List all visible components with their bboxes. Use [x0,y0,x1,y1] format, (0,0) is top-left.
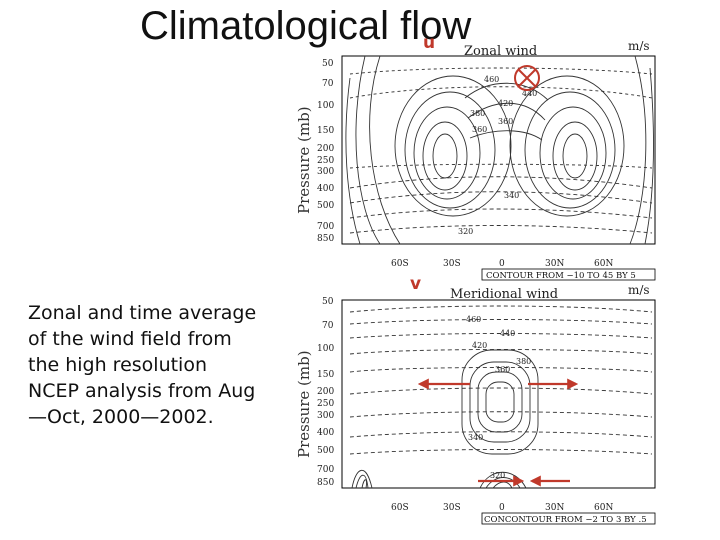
x-tick: 30N [545,503,564,513]
zonal-wind-panel: Zonal wind m/s Pressure (mb) 50 70 100 1… [295,39,656,281]
contour-label: 440 [522,89,537,98]
contour-label: 420 [472,341,487,350]
contour-label: 340 [504,191,519,200]
x-tick: 60S [391,503,409,513]
y-tick: 70 [322,79,334,89]
y-tick: 400 [317,184,334,194]
y-tick: 70 [322,321,334,331]
y-ticks: 50 70 100 150 200 250 300 400 500 700 85… [317,59,334,244]
u-marker: u [423,33,436,53]
x-tick: 30S [443,259,461,269]
footer-box [481,512,656,525]
panel-footer: CONTOUR FROM −10 TO 45 BY 5 [486,271,636,281]
y-tick: 400 [317,428,334,438]
plot-frame [341,299,656,489]
caption-line: of the wind field from [28,328,232,350]
contour-label: 460 [484,75,499,84]
y-tick: 250 [317,399,334,409]
y-tick: 700 [317,222,334,232]
y-tick: 200 [317,387,334,397]
y-tick: 850 [317,478,334,488]
contour-label: 460 [466,315,481,324]
contour-value-labels: 460 420 380 340 320 360 440 360 [458,75,537,236]
x-tick: 0 [499,503,505,513]
contour-label: 380 [470,109,485,118]
caption: Zonal and time average of the wind field… [28,300,278,430]
caption-line: NCEP analysis from Aug [28,380,256,402]
y-tick: 50 [322,297,334,307]
y-tick: 200 [317,144,334,154]
y-tick: 500 [317,201,334,211]
x-tick: 0 [499,259,505,269]
contour-label: 360 [495,365,510,374]
contour-label: 360 [472,125,487,134]
y-tick: 100 [317,101,334,111]
y-axis-label: Pressure (mb) [295,350,313,458]
x-tick: 30N [545,259,564,269]
contour-lines [349,305,653,489]
y-axis-label: Pressure (mb) [295,106,313,214]
panel-heading: Meridional wind [450,287,558,302]
contour-label: 380 [516,357,531,366]
units-label: m/s [628,39,650,53]
meridional-wind-panel: Meridional wind m/s Pressure (mb) 50 70 … [295,283,656,525]
contour-label: 360 [498,117,513,126]
contour-value-labels: 460 440 420 380 360 340 320 [466,315,531,480]
contour-label: 440 [500,329,515,338]
contour-label: 320 [458,227,473,236]
contour-label: 340 [468,433,483,442]
y-tick: 150 [317,126,334,136]
y-tick: 300 [317,167,334,177]
contour-label: 420 [498,99,513,108]
y-tick: 150 [317,370,334,380]
y-tick: 850 [317,234,334,244]
units-label: m/s [628,283,650,297]
slide-title: Climatological flow [140,4,472,48]
caption-line: the high resolution [28,354,208,376]
panel-footer: CONCONTOUR FROM −2 TO 3 BY .5 [484,515,647,525]
y-tick: 300 [317,411,334,421]
y-ticks: 50 70 100 150 200 250 300 400 500 700 85… [317,297,334,488]
x-ticks: 60S 30S 0 30N 60N [391,503,613,513]
footer-box [481,268,656,281]
panel-heading: Zonal wind [464,44,537,59]
flow-arrows [417,378,579,487]
y-tick: 50 [322,59,334,69]
y-tick: 700 [317,465,334,475]
caption-line: —Oct, 2000—2002. [28,406,214,428]
y-tick: 250 [317,156,334,166]
into-page-flow-icon [514,65,540,91]
x-tick: 30S [443,503,461,513]
y-tick: 500 [317,446,334,456]
x-tick: 60N [594,259,613,269]
x-ticks: 60S 30S 0 30N 60N [391,259,613,269]
caption-line: Zonal and time average [28,302,257,324]
x-tick: 60N [594,503,613,513]
v-marker: v [410,274,422,294]
contour-label: 320 [490,471,505,480]
contour-lines [345,55,654,245]
y-tick: 100 [317,344,334,354]
plot-frame [341,55,656,245]
x-tick: 60S [391,259,409,269]
